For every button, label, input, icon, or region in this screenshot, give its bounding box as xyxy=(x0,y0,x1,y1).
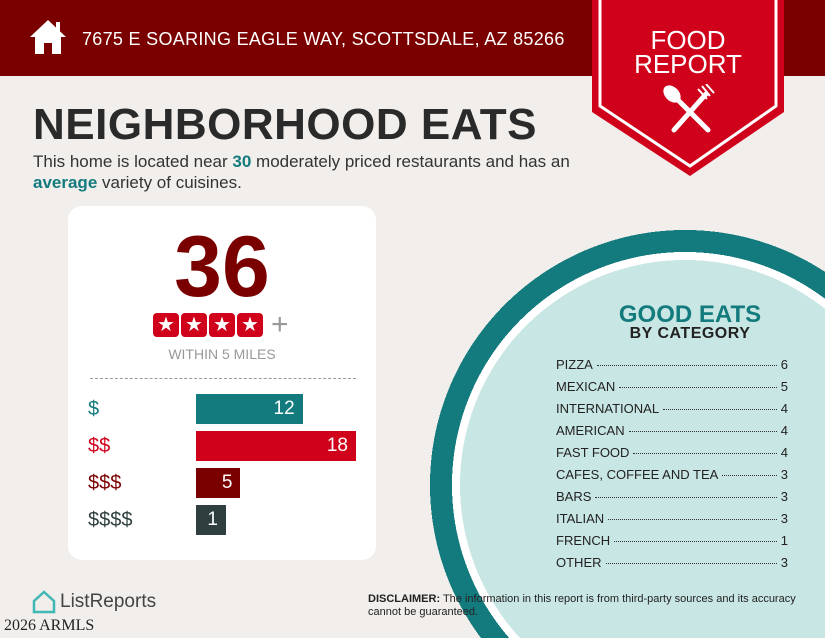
category-item: BARS 3 xyxy=(556,489,788,511)
category-item: MEXICAN 5 xyxy=(556,379,788,401)
price-row: $$$ 5 xyxy=(88,468,241,498)
price-bar: 1 xyxy=(196,505,226,535)
category-item: AMERICAN 4 xyxy=(556,423,788,445)
leader-dots xyxy=(595,497,777,498)
category-name: INTERNATIONAL xyxy=(556,401,660,416)
category-count: 3 xyxy=(780,489,788,504)
category-count: 1 xyxy=(780,533,788,548)
category-name: FAST FOOD xyxy=(556,445,630,460)
badge-line2: REPORT xyxy=(634,49,742,79)
price-label: $$$$ xyxy=(88,508,133,531)
price-label: $$ xyxy=(88,434,111,457)
category-list: PIZZA 6 MEXICAN 5 INTERNATIONAL 4 AMERICAN 4 FAS… xyxy=(556,357,788,577)
good-eats-title: GOOD EATS xyxy=(618,301,762,328)
plus-icon: + xyxy=(271,308,289,341)
category-name: CAFES, COFFEE AND TEA xyxy=(556,467,719,482)
star-rating: ★ ★ ★ ★ + xyxy=(153,308,289,341)
category-count: 3 xyxy=(780,555,788,570)
leader-dots xyxy=(596,365,777,366)
leader-dots xyxy=(663,409,777,410)
radius-label: WITHIN 5 MILES xyxy=(168,346,276,362)
price-bar: 18 xyxy=(196,431,356,461)
price-label: $ xyxy=(88,397,100,420)
price-bar: 12 xyxy=(196,394,303,424)
address: 7675 E SOARING EAGLE WAY, SCOTTSDALE, AZ… xyxy=(82,29,565,49)
star-icon: ★ xyxy=(209,313,235,337)
disclaimer: DISCLAIMER: The information in this repo… xyxy=(368,593,796,618)
leader-dots xyxy=(619,387,777,388)
category-name: OTHER xyxy=(556,555,602,570)
price-row: $$ 18 xyxy=(88,431,356,461)
star-icon: ★ xyxy=(181,313,207,337)
page-title: NEIGHBORHOOD EATS xyxy=(33,100,537,149)
category-count: 4 xyxy=(780,445,788,460)
utensils-icon xyxy=(663,84,715,133)
category-count: 4 xyxy=(780,423,788,438)
listreports-logo: ListReports xyxy=(32,590,156,614)
category-item: FAST FOOD 4 xyxy=(556,445,788,467)
category-circle xyxy=(430,230,825,638)
category-name: ITALIAN xyxy=(556,511,605,526)
leader-dots xyxy=(605,563,777,564)
category-count: 3 xyxy=(780,511,788,526)
good-eats-subtitle: BY CATEGORY xyxy=(629,325,751,342)
score-card: 36 ★ ★ ★ ★ + WITHIN 5 MILES $12 $$ 18 $$$ 5 $$$$ 1 xyxy=(68,206,376,560)
category-count: 4 xyxy=(780,401,788,416)
category-count: 6 xyxy=(780,357,788,372)
star-icon: ★ xyxy=(153,313,179,337)
food-report-badge xyxy=(592,0,784,176)
star-icon: ★ xyxy=(237,313,263,337)
category-name: BARS xyxy=(556,489,592,504)
leader-dots xyxy=(628,431,777,432)
category-item: FRENCH 1 xyxy=(556,533,788,555)
restaurant-count: 36 xyxy=(174,219,270,315)
logo-icon xyxy=(32,590,56,614)
price-label: $$$ xyxy=(88,471,122,494)
home-icon xyxy=(30,20,66,54)
category-item: OTHER 3 xyxy=(556,555,788,577)
leader-dots xyxy=(722,475,777,476)
price-row: $$$$ 1 xyxy=(88,505,226,535)
leader-dots xyxy=(608,519,777,520)
summary-text: This home is located near 30 moderately … xyxy=(33,152,570,192)
price-row: $12 xyxy=(88,394,303,424)
leader-dots xyxy=(614,541,777,542)
category-name: PIZZA xyxy=(556,357,593,372)
category-name: MEXICAN xyxy=(556,379,616,394)
category-item: CAFES, COFFEE AND TEA 3 xyxy=(556,467,788,489)
category-count: 5 xyxy=(780,379,788,394)
category-name: FRENCH xyxy=(556,533,611,548)
price-bar: 5 xyxy=(196,468,241,498)
copyright-watermark: 2026 ARMLS xyxy=(4,617,95,634)
divider xyxy=(90,378,356,379)
badge-line1: FOOD xyxy=(650,25,726,55)
category-item: INTERNATIONAL 4 xyxy=(556,401,788,423)
category-count: 3 xyxy=(780,467,788,482)
leader-dots xyxy=(633,453,777,454)
category-item: PIZZA 6 xyxy=(556,357,788,379)
category-name: AMERICAN xyxy=(556,423,625,438)
category-item: ITALIAN 3 xyxy=(556,511,788,533)
